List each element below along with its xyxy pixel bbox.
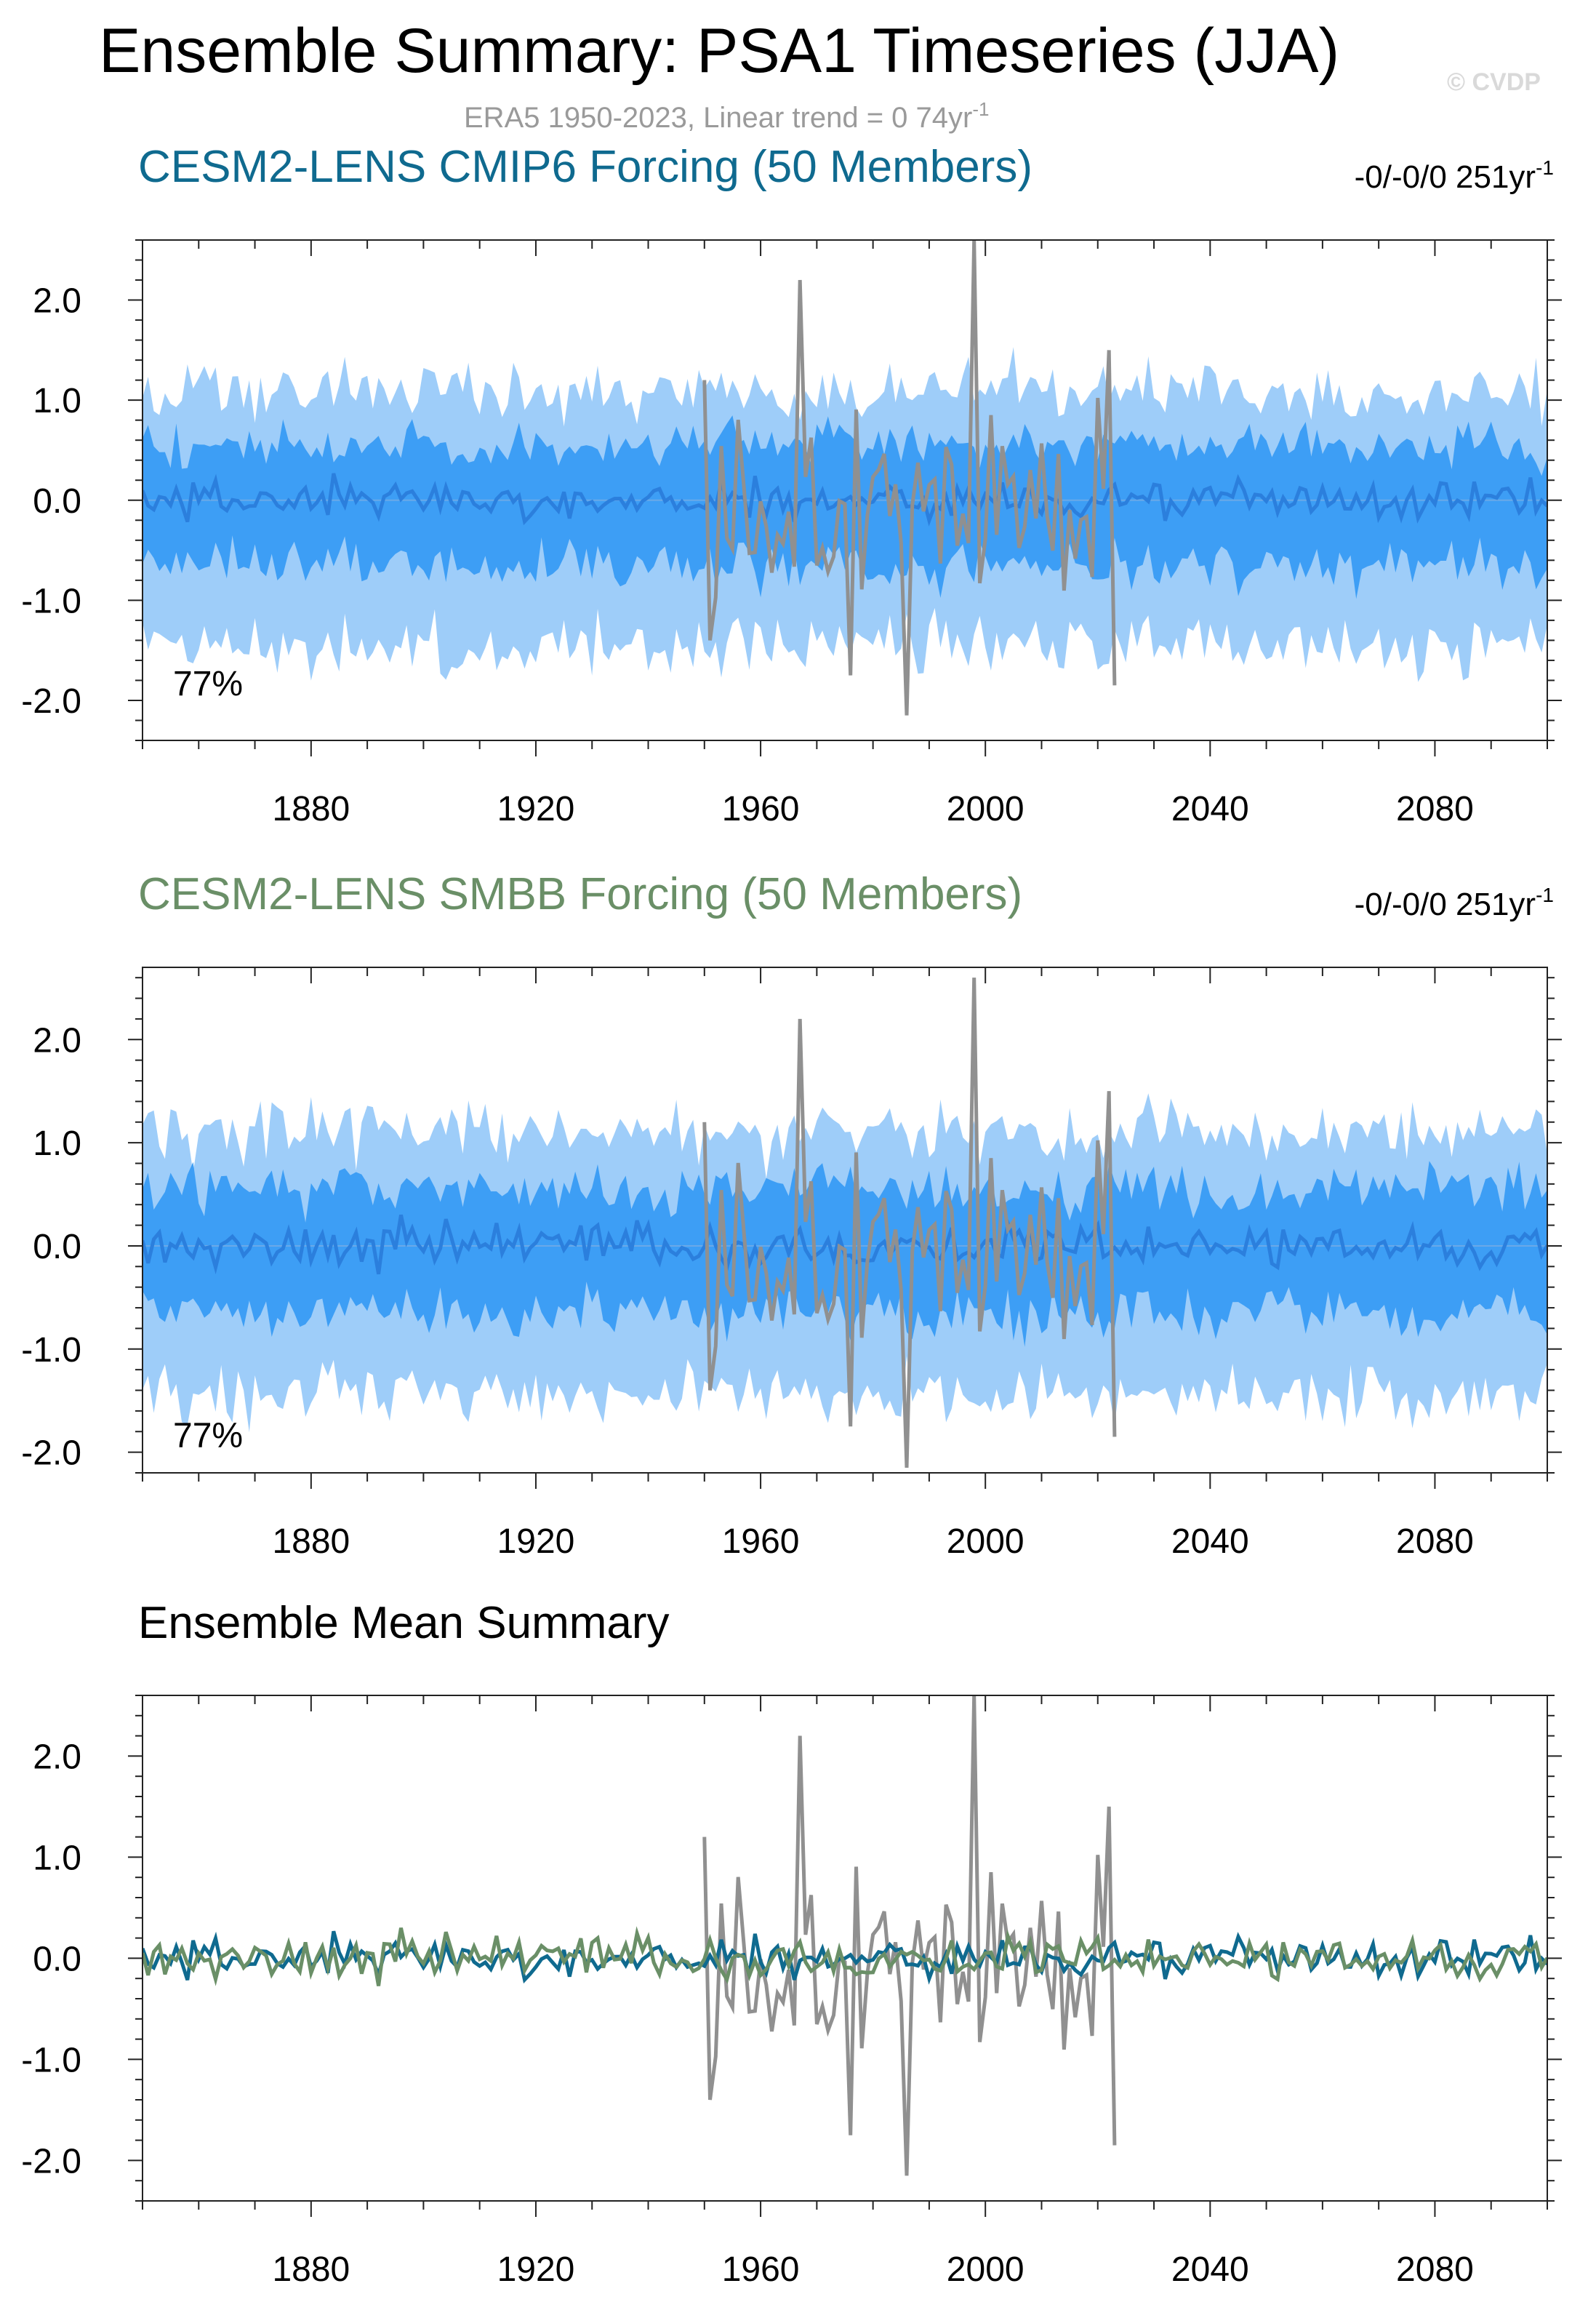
x-tick-label: 1920 (497, 790, 575, 828)
x-tick-label: 2040 (1171, 1522, 1249, 1561)
y-tick-label: -1.0 (21, 582, 81, 620)
x-tick-label: 1920 (497, 1522, 575, 1561)
percent-label: 77% (173, 1417, 243, 1455)
x-tick-label: 1880 (272, 2250, 350, 2289)
x-tick-label: 2000 (947, 790, 1024, 828)
era5-line (702, 1695, 1117, 2176)
trend-label: -0/-0/0 251yr-1 (1355, 156, 1554, 195)
era5-line (702, 240, 1117, 716)
panels: CESM2-LENS CMIP6 Forcing (50 Members) -0/… (21, 142, 1562, 2289)
x-tick-label: 1960 (722, 790, 800, 828)
trend-superscript: -1 (1536, 156, 1554, 179)
trend-text: -0/-0/0 251yr (1355, 159, 1536, 195)
plot-area (143, 240, 1547, 716)
plot-area (143, 978, 1547, 1468)
y-tick-label: 0.0 (33, 1940, 81, 1978)
x-tick-label: 2040 (1171, 2250, 1249, 2289)
x-tick-label: 1880 (272, 1522, 350, 1561)
x-tick-label: 2000 (947, 2250, 1024, 2289)
x-tick-label: 2080 (1396, 2250, 1474, 2289)
plot-frame (142, 967, 1548, 1474)
y-tick-label: -2.0 (21, 682, 81, 721)
panel-title: Ensemble Mean Summary (138, 1598, 670, 1648)
y-tick-label: 2.0 (33, 1021, 81, 1060)
y-tick-label: 2.0 (33, 1738, 81, 1776)
panel-title: CESM2-LENS CMIP6 Forcing (50 Members) (138, 142, 1032, 192)
y-tick-label: 1.0 (33, 382, 81, 420)
panel-title: CESM2-LENS SMBB Forcing (50 Members) (138, 869, 1022, 919)
trend-label: -0/-0/0 251yr-1 (1355, 884, 1554, 922)
subtitle-text: ERA5 1950-2023, Linear trend = 0 74yr (464, 102, 972, 134)
x-tick-label: 2080 (1396, 790, 1474, 828)
plot-area (143, 1695, 1547, 2176)
chart-panel-1: CESM2-LENS CMIP6 Forcing (50 Members) -0/… (21, 142, 1562, 828)
y-tick-label: -1.0 (21, 2041, 81, 2079)
y-tick-label: -2.0 (21, 1434, 81, 1473)
percent-label: 77% (173, 665, 243, 703)
plot-frame (142, 1695, 1548, 2202)
x-tick-label: 2000 (947, 1522, 1024, 1561)
subtitle: ERA5 1950-2023, Linear trend = 0 74yr-1 (464, 98, 989, 134)
x-tick-label: 1960 (722, 2250, 800, 2289)
y-tick-label: -1.0 (21, 1331, 81, 1370)
x-tick-label: 2040 (1171, 790, 1249, 828)
x-tick-label: 1880 (272, 790, 350, 828)
cvdp-watermark: © CVDP (1447, 68, 1541, 96)
chart-panel-2: CESM2-LENS SMBB Forcing (50 Members) -0/-… (21, 869, 1562, 1561)
subtitle-superscript: -1 (972, 98, 989, 120)
smbb-mean-line (143, 1926, 1547, 1986)
y-tick-label: 0.0 (33, 482, 81, 521)
y-tick-label: 1.0 (33, 1124, 81, 1163)
y-tick-label: 2.0 (33, 282, 81, 321)
trend-text: -0/-0/0 251yr (1355, 887, 1536, 922)
era5-line (702, 978, 1117, 1468)
main-title: Ensemble Summary: PSA1 Timeseries (JJA) (99, 16, 1339, 86)
y-tick-label: 0.0 (33, 1228, 81, 1266)
y-tick-label: 1.0 (33, 1839, 81, 1877)
chart-panel-3: Ensemble Mean Summary 1880 1920 1960 2000 204… (21, 1598, 1562, 2289)
x-tick-label: 1920 (497, 2250, 575, 2289)
y-tick-label: -2.0 (21, 2142, 81, 2181)
trend-superscript: -1 (1536, 884, 1554, 906)
plot-frame (142, 239, 1548, 741)
x-tick-label: 1960 (722, 1522, 800, 1561)
ensemble-mean-line (143, 473, 1547, 527)
x-tick-label: 2080 (1396, 1522, 1474, 1561)
